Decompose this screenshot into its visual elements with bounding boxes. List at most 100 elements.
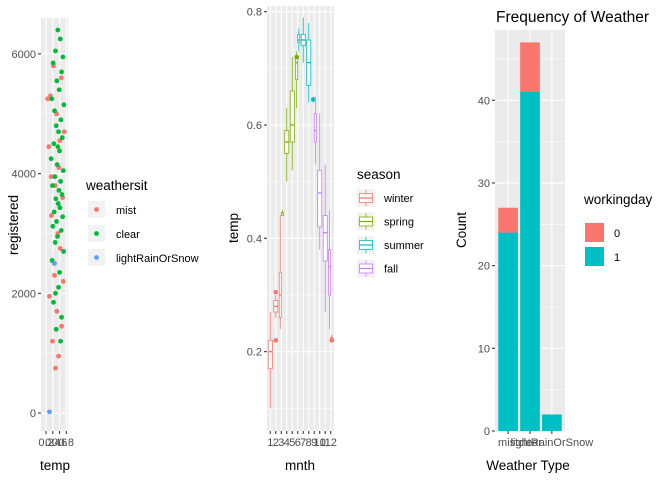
bar-chart-title: Frequency of Weather: [496, 9, 649, 26]
scatter-point: [55, 201, 61, 206]
boxplot-x-tick-label: 1: [267, 437, 273, 449]
scatter-point: [57, 269, 62, 275]
boxplot-box: [317, 169, 323, 228]
bar-segment: [520, 92, 540, 431]
scatter-point: [50, 223, 56, 229]
boxplot-outlier: [273, 289, 279, 295]
boxplot-x-tick-label: 7: [300, 437, 306, 449]
scatter-point: [49, 213, 54, 218]
boxplot-box: [297, 33, 301, 44]
boxplot-y-tick-label: 0.2: [247, 347, 262, 359]
bar-y-ticks: 0 10 20 30 40: [478, 95, 495, 438]
boxplot-box: [328, 249, 332, 296]
bar-x-tick-label: mist: [498, 437, 518, 449]
scatter-point: [53, 326, 59, 332]
scatter-point: [53, 365, 58, 371]
scatter-point: [60, 214, 65, 220]
scatter-point: [55, 144, 61, 150]
bar-x-tick-label: lightRainOrSnow: [511, 437, 594, 449]
bar-bars: [498, 42, 562, 431]
boxplot-legend-label: fall: [384, 264, 398, 276]
scatter-points: [45, 27, 67, 415]
scatter-point: [56, 284, 61, 290]
scatter-x-ticks: 0.20.40.60.8: [38, 431, 74, 449]
bar-segment: [520, 42, 540, 93]
scatter-point: [59, 69, 64, 75]
scatter-legend-label: lightRainOrSnow: [116, 253, 199, 265]
bar-segment: [498, 232, 518, 431]
scatter-legend-label: mist: [116, 205, 136, 217]
scatter-point: [60, 278, 66, 284]
boxplot-x-tick-label: 9: [311, 437, 317, 449]
bar-legend-label: 0: [614, 228, 620, 240]
bar-legend: workingday 0 1: [583, 192, 653, 266]
scatter-point: [51, 299, 56, 305]
scatter-point: [52, 108, 57, 114]
boxplot-x-tick-label: 6: [295, 437, 301, 449]
scatter-point: [47, 293, 52, 299]
boxplot-boxes: [267, 17, 335, 409]
scatter-point: [53, 290, 58, 296]
scatter-point: [48, 174, 54, 180]
scatter-point: [47, 409, 52, 415]
bar-y-tick-label: 10: [478, 343, 490, 355]
scatter-point: [57, 246, 63, 251]
scatter-point: [54, 308, 60, 314]
boxplot-legend: season winter spring summer fall: [357, 167, 424, 278]
bar-y-tick-label: 30: [478, 178, 490, 190]
scatter-point: [61, 129, 67, 135]
boxplot-legend-label: summer: [384, 240, 424, 252]
bar-x-tick-label: clear: [518, 437, 542, 449]
boxplot-y-tick-label: 0.6: [247, 120, 262, 132]
boxplot-y-ticks: 0.2 0.4 0.6 0.8: [247, 7, 267, 359]
bar-legend-label: 1: [614, 252, 620, 264]
scatter-x-title: temp: [40, 458, 70, 473]
scatter-point: [58, 338, 63, 344]
scatter-point: [51, 209, 57, 215]
scatter-point: [49, 96, 55, 102]
scatter-point: [55, 27, 61, 33]
scatter-grid: [41, 18, 68, 431]
scatter-point: [59, 323, 64, 329]
scatter-point: [60, 168, 66, 174]
scatter-point: [50, 60, 56, 66]
boxplot-x-tick-label: 11: [320, 437, 331, 449]
boxplot-outlier: [273, 338, 279, 343]
scatter-point: [57, 36, 63, 42]
scatter-point: [58, 117, 64, 123]
scatter-point: [55, 234, 60, 239]
boxplot-legend-label: spring: [384, 217, 414, 229]
boxplot-x-tick-label: 8: [306, 437, 312, 449]
scatter-legend-marker: [94, 207, 99, 212]
scatter-y-tick-label: 2000: [12, 288, 36, 300]
boxplot-x-tick-label: 12: [325, 437, 337, 449]
scatter-point: [59, 192, 65, 197]
scatter-point: [50, 338, 55, 344]
scatter-point: [57, 205, 63, 211]
scatter-point: [53, 196, 59, 202]
boxplot-y-tick-label: 0.4: [247, 233, 262, 245]
scatter-point: [60, 54, 66, 60]
scatter-legend-label: clear: [116, 229, 140, 241]
scatter-point: [46, 144, 52, 150]
bar-y-tick-label: 0: [484, 426, 490, 438]
bar-y-tick-label: 40: [478, 95, 490, 107]
scatter-point: [56, 187, 62, 193]
scatter-point: [52, 261, 57, 266]
bar-y-title: Count: [454, 212, 469, 248]
bar-legend-key: [585, 223, 604, 242]
boxplot-x-tick-label: 10: [314, 437, 326, 449]
bar-legend-key: [585, 247, 604, 266]
boxplot-x-title: mnth: [285, 458, 315, 473]
scatter-y-tick-label: 6000: [12, 49, 36, 61]
scatter-y-tick-label: 0: [30, 408, 36, 420]
boxplot-outlier: [310, 97, 316, 102]
boxplot-box: [267, 339, 273, 370]
scatter-point: [53, 48, 58, 54]
boxplot-outlier: [294, 54, 300, 60]
